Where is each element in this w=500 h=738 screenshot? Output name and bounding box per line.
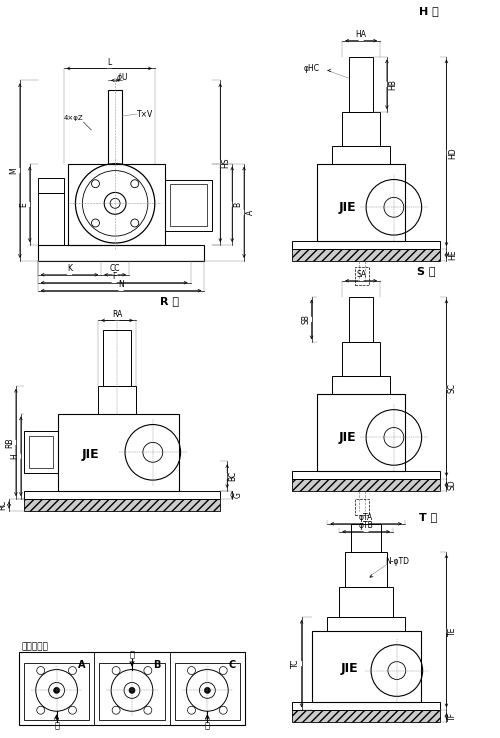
Text: F: F bbox=[112, 272, 116, 281]
Text: N: N bbox=[118, 280, 124, 289]
Text: HD: HD bbox=[448, 147, 457, 159]
Bar bbox=[29, 436, 52, 468]
Bar bbox=[312, 631, 420, 703]
Text: JIE: JIE bbox=[340, 662, 358, 675]
Bar bbox=[24, 663, 90, 720]
Bar bbox=[292, 241, 440, 249]
Text: K: K bbox=[67, 264, 72, 273]
Text: A: A bbox=[78, 660, 86, 669]
Text: 4×φZ: 4×φZ bbox=[64, 115, 84, 121]
Bar bbox=[24, 499, 220, 511]
Text: 入: 入 bbox=[205, 722, 210, 731]
Text: JIE: JIE bbox=[338, 201, 356, 214]
Text: B: B bbox=[154, 660, 160, 669]
Text: RC: RC bbox=[0, 500, 8, 510]
Bar bbox=[342, 112, 380, 146]
Bar bbox=[318, 164, 405, 241]
Bar bbox=[292, 471, 440, 479]
Bar bbox=[68, 164, 164, 245]
Text: 入: 入 bbox=[54, 722, 59, 731]
Text: M: M bbox=[10, 168, 18, 174]
Bar bbox=[164, 179, 212, 231]
Circle shape bbox=[54, 687, 60, 694]
Bar bbox=[292, 703, 440, 710]
Circle shape bbox=[204, 687, 210, 694]
Text: RA: RA bbox=[112, 310, 122, 319]
Text: $\phi$U: $\phi$U bbox=[116, 71, 128, 84]
Bar bbox=[38, 193, 64, 245]
Text: L: L bbox=[107, 58, 112, 67]
Bar bbox=[355, 267, 369, 285]
Text: JIE: JIE bbox=[82, 448, 99, 461]
Bar bbox=[318, 394, 405, 471]
Bar bbox=[340, 587, 393, 617]
Text: TC: TC bbox=[291, 659, 300, 669]
Bar bbox=[170, 184, 207, 226]
Text: N-φTD: N-φTD bbox=[385, 557, 409, 566]
Text: H 型: H 型 bbox=[418, 6, 438, 16]
Text: S 型: S 型 bbox=[418, 266, 436, 276]
Bar bbox=[355, 499, 369, 515]
Text: SC: SC bbox=[448, 383, 457, 393]
Bar bbox=[346, 551, 387, 587]
Text: T 型: T 型 bbox=[420, 511, 438, 522]
Circle shape bbox=[129, 687, 135, 694]
Text: 轴指向表示: 轴指向表示 bbox=[22, 642, 49, 651]
Text: RB: RB bbox=[6, 437, 15, 448]
Bar bbox=[351, 524, 381, 551]
Text: R 型: R 型 bbox=[160, 295, 179, 306]
Text: T×V: T×V bbox=[137, 109, 153, 119]
Text: SA: SA bbox=[356, 270, 366, 279]
Text: B: B bbox=[234, 201, 242, 207]
Bar bbox=[98, 386, 136, 413]
Text: φTA: φTA bbox=[359, 514, 373, 523]
Text: JIE: JIE bbox=[338, 431, 356, 444]
Text: SB: SB bbox=[301, 314, 310, 324]
Bar bbox=[24, 491, 220, 499]
Text: SD: SD bbox=[448, 480, 457, 490]
Bar bbox=[38, 245, 204, 261]
Bar bbox=[38, 178, 64, 193]
Bar bbox=[174, 663, 240, 720]
Text: H: H bbox=[10, 453, 20, 459]
Text: A: A bbox=[246, 210, 254, 215]
Text: CC: CC bbox=[110, 264, 120, 273]
Bar bbox=[99, 663, 164, 720]
Bar bbox=[108, 90, 122, 164]
Bar bbox=[292, 479, 440, 491]
Text: TE: TE bbox=[448, 626, 457, 635]
Text: φTB: φTB bbox=[358, 521, 374, 530]
Bar bbox=[292, 710, 440, 723]
Text: TF: TF bbox=[448, 711, 457, 721]
Text: 入: 入 bbox=[130, 650, 134, 659]
Text: G: G bbox=[234, 492, 242, 498]
Bar bbox=[328, 617, 405, 631]
Text: HA: HA bbox=[356, 30, 366, 39]
Text: HB: HB bbox=[388, 79, 398, 90]
Bar bbox=[24, 432, 58, 473]
Bar bbox=[342, 342, 380, 376]
Text: E: E bbox=[20, 202, 28, 207]
Bar bbox=[349, 297, 373, 342]
Text: φHC: φHC bbox=[304, 64, 320, 73]
Bar bbox=[332, 146, 390, 164]
Text: HE: HE bbox=[448, 249, 457, 261]
Text: HS: HS bbox=[222, 157, 230, 168]
Bar bbox=[103, 331, 131, 386]
Bar bbox=[349, 57, 373, 112]
Bar bbox=[58, 413, 178, 491]
Bar bbox=[332, 376, 390, 394]
Text: C: C bbox=[229, 660, 236, 669]
Bar bbox=[292, 249, 440, 261]
Text: BC: BC bbox=[228, 471, 237, 481]
Bar bbox=[19, 652, 245, 725]
